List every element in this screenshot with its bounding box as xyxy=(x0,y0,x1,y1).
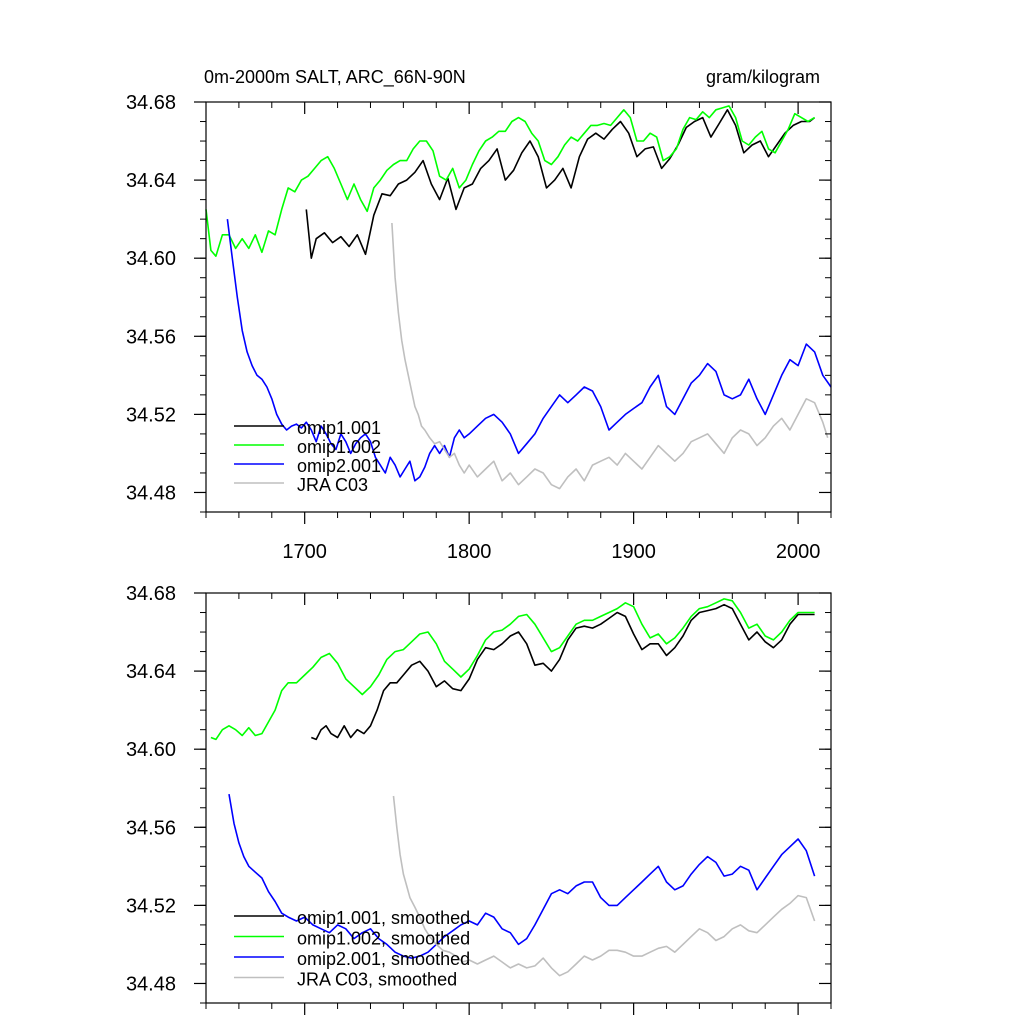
legend-label: JRA C03, smoothed xyxy=(297,970,457,990)
y-tick-label: 34.52 xyxy=(126,404,176,426)
series-line-1 xyxy=(311,603,815,741)
legend-label: omip1.002, smoothed xyxy=(297,929,470,949)
legend-label: JRA C03 xyxy=(297,475,368,495)
y-tick-label: 34.64 xyxy=(126,661,176,683)
bottom-smoothed-salinity-panel: 34.48 34.52 34.56 34.60 34.64 34.68 omip1.001,… xyxy=(126,583,832,1015)
x-tick-label: 1800 xyxy=(447,541,492,563)
y-tick-label: 34.64 xyxy=(126,170,176,192)
y-tick-label: 34.68 xyxy=(126,92,176,114)
x-tick-label: 1700 xyxy=(282,541,327,563)
units-label: gram/kilogram xyxy=(706,67,820,87)
legend-label: omip2.001, smoothed xyxy=(297,949,470,969)
legend-label: omip1.002 xyxy=(297,437,381,457)
y-tick-label: 34.56 xyxy=(126,817,176,839)
y-tick-label: 34.60 xyxy=(126,248,176,270)
y-tick-label: 34.56 xyxy=(126,326,176,348)
plot-frame xyxy=(205,101,832,513)
y-tick-label: 34.48 xyxy=(126,482,176,504)
y-tick-label: 34.48 xyxy=(126,973,176,995)
plot-frame xyxy=(205,592,832,1004)
series-line-2 xyxy=(205,105,816,258)
x-tick-label: 2000 xyxy=(776,541,821,563)
y-tick-label: 34.68 xyxy=(126,583,176,605)
y-tick-label: 34.52 xyxy=(126,895,176,917)
legend-label: omip1.001, smoothed xyxy=(297,908,470,928)
y-tick-label: 34.60 xyxy=(126,739,176,761)
legend-label: omip2.001 xyxy=(297,456,381,476)
series-line-4 xyxy=(392,795,816,977)
top-salinity-panel: 34.48 34.52 34.56 34.60 34.64 34.68 1700 1800 19… xyxy=(126,92,832,563)
legend-label: omip1.001 xyxy=(297,418,381,438)
series-line-2 xyxy=(210,598,815,741)
chart-title: 0m-2000m SALT, ARC_66N-90N xyxy=(204,67,466,88)
series-line-3 xyxy=(228,793,816,959)
series-line-1 xyxy=(305,109,816,260)
series-line-4 xyxy=(391,222,829,490)
series-line-3 xyxy=(226,219,832,482)
x-tick-label: 1900 xyxy=(611,541,656,563)
